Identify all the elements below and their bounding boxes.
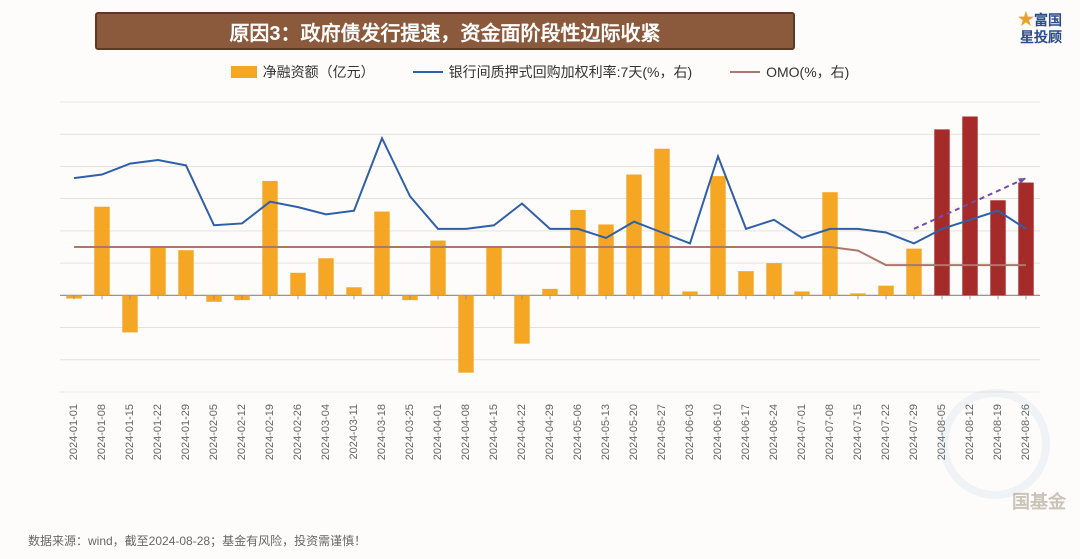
svg-text:2024-05-13: 2024-05-13 — [600, 404, 612, 460]
svg-text:2024-06-10: 2024-06-10 — [712, 404, 724, 460]
legend-line1-swatch — [413, 71, 443, 73]
star-icon: ★ — [1018, 9, 1034, 29]
svg-text:2024-06-03: 2024-06-03 — [684, 404, 696, 460]
logo-line1: 富国 — [1034, 12, 1062, 28]
svg-text:2024-07-01: 2024-07-01 — [796, 404, 808, 460]
legend-bar-swatch — [231, 66, 257, 78]
svg-text:2024-05-20: 2024-05-20 — [628, 404, 640, 460]
legend-line1-label: 银行间质押式回购加权利率:7天(%，右) — [449, 62, 692, 82]
svg-text:2024-04-15: 2024-04-15 — [488, 404, 500, 460]
svg-text:2024-01-08: 2024-01-08 — [96, 404, 108, 460]
brand-logo: ★富国 星投顾 — [1018, 10, 1062, 45]
svg-text:2024-01-29: 2024-01-29 — [180, 404, 192, 460]
svg-text:2024-03-25: 2024-03-25 — [404, 404, 416, 460]
logo-line2: 星投顾 — [1018, 30, 1062, 45]
svg-text:2024-04-29: 2024-04-29 — [544, 404, 556, 460]
svg-text:2024-05-06: 2024-05-06 — [572, 404, 584, 460]
chart-svg: 6,0005,0004,0003,0002,0001,0000-1,000-2,… — [60, 92, 1040, 492]
svg-text:2024-07-22: 2024-07-22 — [880, 404, 892, 460]
svg-text:2024-02-19: 2024-02-19 — [264, 404, 276, 460]
title-text: 原因3：政府债发行提速，资金面阶段性边际收紧 — [229, 17, 660, 46]
footer-text: 数据来源：wind，截至2024-08-28；基金有风险，投资需谨慎！ — [28, 532, 366, 549]
legend: 净融资额（亿元） 银行间质押式回购加权利率:7天(%，右) OMO(%，右) — [0, 62, 1080, 82]
svg-text:2024-01-15: 2024-01-15 — [124, 404, 136, 460]
svg-text:2024-04-01: 2024-04-01 — [432, 404, 444, 460]
svg-text:2024-01-22: 2024-01-22 — [152, 404, 164, 460]
svg-text:2024-06-17: 2024-06-17 — [740, 404, 752, 460]
svg-text:2024-04-08: 2024-04-08 — [460, 404, 472, 460]
svg-text:2024-01-01: 2024-01-01 — [68, 404, 80, 460]
watermark-circle-icon — [940, 389, 1050, 499]
legend-item-bar: 净融资额（亿元） — [231, 62, 375, 82]
chart: 6,0005,0004,0003,0002,0001,0000-1,000-2,… — [60, 92, 1040, 492]
svg-text:2024-03-11: 2024-03-11 — [348, 404, 360, 459]
legend-bar-label: 净融资额（亿元） — [263, 62, 375, 82]
legend-item-line2: OMO(%，右) — [730, 62, 849, 82]
legend-item-line1: 银行间质押式回购加权利率:7天(%，右) — [413, 62, 692, 82]
legend-line2-label: OMO(%，右) — [766, 62, 849, 82]
svg-text:2024-06-24: 2024-06-24 — [768, 404, 780, 460]
svg-text:2024-07-29: 2024-07-29 — [908, 404, 920, 460]
svg-text:2024-02-05: 2024-02-05 — [208, 404, 220, 460]
watermark-text: 国基金 — [1012, 488, 1066, 514]
svg-text:2024-02-26: 2024-02-26 — [292, 404, 304, 460]
svg-text:2024-07-08: 2024-07-08 — [824, 404, 836, 460]
svg-text:2024-03-18: 2024-03-18 — [376, 404, 388, 460]
title-bar: 原因3：政府债发行提速，资金面阶段性边际收紧 — [95, 12, 795, 50]
legend-line2-swatch — [730, 71, 760, 73]
svg-text:2024-03-04: 2024-03-04 — [320, 404, 332, 460]
svg-text:2024-05-27: 2024-05-27 — [656, 404, 668, 460]
svg-text:2024-07-15: 2024-07-15 — [852, 404, 864, 460]
svg-text:2024-02-12: 2024-02-12 — [236, 404, 248, 460]
svg-text:2024-04-22: 2024-04-22 — [516, 404, 528, 460]
